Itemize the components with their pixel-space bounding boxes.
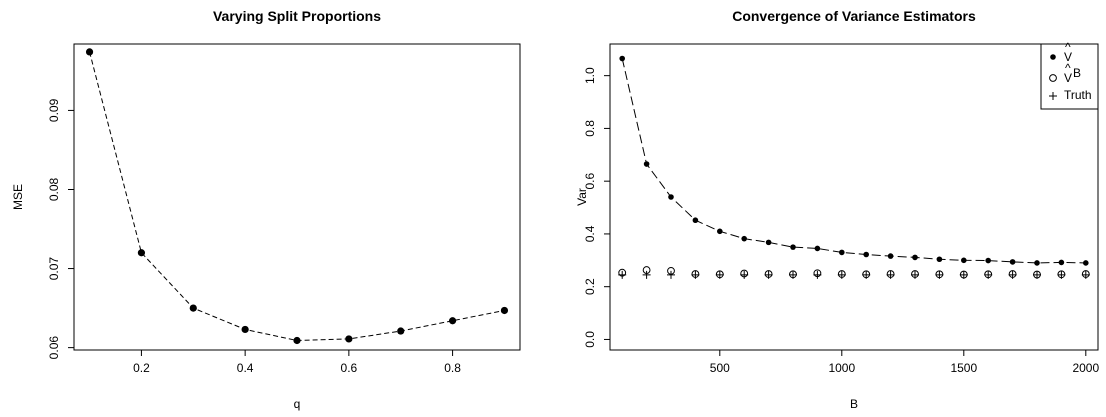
legend-label-v: V bbox=[1064, 71, 1072, 85]
y-tick-label: 0.4 bbox=[583, 225, 597, 242]
point-vhat bbox=[668, 194, 674, 200]
point-truth bbox=[715, 270, 724, 279]
data-point bbox=[137, 249, 146, 257]
point-vhat bbox=[839, 249, 845, 256]
point-truth bbox=[1081, 270, 1090, 279]
y-tick-label: 0.08 bbox=[47, 177, 61, 201]
chart-left: Varying Split Proportions q MSE 0.2 0.4 0.6 0.… bbox=[11, 8, 521, 411]
point-vhat bbox=[912, 254, 918, 261]
chart-right: Convergence of Variance Estimators B Var 50… bbox=[575, 8, 1099, 411]
point-vhat bbox=[814, 245, 821, 252]
plot-frame bbox=[73, 43, 521, 351]
x-tick-label: 2000 bbox=[1072, 361, 1099, 375]
point-truth bbox=[1057, 270, 1066, 279]
point-vhat bbox=[1083, 260, 1089, 266]
legend-marker-filled-circle-icon bbox=[1050, 54, 1056, 60]
chart-title: Varying Split Proportions bbox=[213, 8, 381, 24]
legend-label: Truth bbox=[1064, 88, 1092, 102]
point-vhat bbox=[936, 256, 943, 263]
legend-marker-open-circle-icon bbox=[1049, 74, 1057, 82]
x-tick-label: 0.6 bbox=[341, 361, 358, 375]
point-vhat bbox=[863, 251, 869, 258]
point-vhat bbox=[961, 257, 967, 264]
point-vhat bbox=[741, 235, 747, 242]
point-vhat bbox=[985, 257, 991, 264]
point-vhat bbox=[1009, 259, 1016, 265]
point-truth bbox=[813, 270, 822, 279]
data-point bbox=[500, 306, 509, 315]
series-line bbox=[89, 51, 505, 342]
point-truth bbox=[764, 270, 773, 279]
point-truth bbox=[886, 270, 895, 279]
legend-label-superscript: B bbox=[1073, 66, 1081, 80]
data-point bbox=[85, 48, 94, 56]
point-vhat bbox=[790, 244, 796, 250]
point-vhat bbox=[1058, 259, 1065, 266]
point-truth bbox=[740, 270, 749, 279]
point-truth bbox=[667, 270, 675, 279]
x-tick-label: 0.8 bbox=[444, 361, 461, 375]
x-tick-label: 0.4 bbox=[237, 361, 254, 375]
point-truth bbox=[618, 270, 627, 279]
point-truth bbox=[837, 270, 846, 279]
data-point bbox=[345, 335, 353, 343]
y-tick-label: 1.0 bbox=[583, 67, 597, 84]
data-point bbox=[397, 327, 405, 335]
point-truth bbox=[935, 270, 944, 279]
y-tick-label: 0.06 bbox=[47, 336, 61, 360]
legend-label-hat: ^ bbox=[1065, 40, 1071, 54]
point-truth bbox=[1008, 270, 1017, 279]
point-vhat bbox=[765, 239, 772, 246]
legend-marker-plus-icon bbox=[1049, 92, 1057, 100]
x-tick-label: 1000 bbox=[828, 361, 855, 375]
point-vhat bbox=[692, 217, 699, 224]
point-vhat bbox=[619, 55, 625, 62]
legend-label-hat: ^ bbox=[1065, 61, 1071, 75]
data-point bbox=[189, 304, 197, 312]
point-truth bbox=[959, 270, 968, 279]
point-truth bbox=[789, 270, 797, 279]
x-axis-label: q bbox=[294, 397, 301, 411]
point-vhat bbox=[887, 253, 894, 259]
chart-title: Convergence of Variance Estimators bbox=[732, 8, 976, 24]
point-truth bbox=[984, 270, 993, 279]
x-tick-label: 0.2 bbox=[133, 361, 150, 375]
data-point bbox=[293, 336, 301, 345]
series-line-vhat bbox=[621, 58, 1086, 264]
y-tick-label: 0.09 bbox=[47, 98, 61, 122]
y-axis-label: Var bbox=[575, 188, 589, 206]
point-vhat bbox=[643, 161, 650, 167]
x-tick-label: 1500 bbox=[950, 361, 977, 375]
y-tick-label: 0.8 bbox=[583, 120, 597, 137]
x-axis-label: B bbox=[850, 397, 858, 411]
point-truth bbox=[911, 270, 919, 279]
y-axis-label: MSE bbox=[11, 184, 25, 210]
point-truth bbox=[642, 270, 651, 279]
y-tick-label: 0.0 bbox=[583, 331, 597, 348]
y-tick-label: 0.2 bbox=[583, 278, 597, 295]
point-vhat bbox=[717, 228, 723, 235]
point-vhat bbox=[1034, 260, 1040, 266]
point-truth bbox=[691, 270, 700, 279]
data-point bbox=[241, 325, 249, 334]
plot-frame bbox=[609, 43, 1099, 351]
point-truth bbox=[862, 270, 871, 279]
legend-label-v: V bbox=[1064, 50, 1072, 64]
x-tick-label: 500 bbox=[710, 361, 730, 375]
legend-box bbox=[1040, 43, 1099, 110]
point-truth bbox=[1033, 270, 1041, 279]
data-point bbox=[448, 317, 457, 325]
y-tick-label: 0.6 bbox=[583, 173, 597, 190]
y-tick-label: 0.07 bbox=[47, 257, 61, 281]
